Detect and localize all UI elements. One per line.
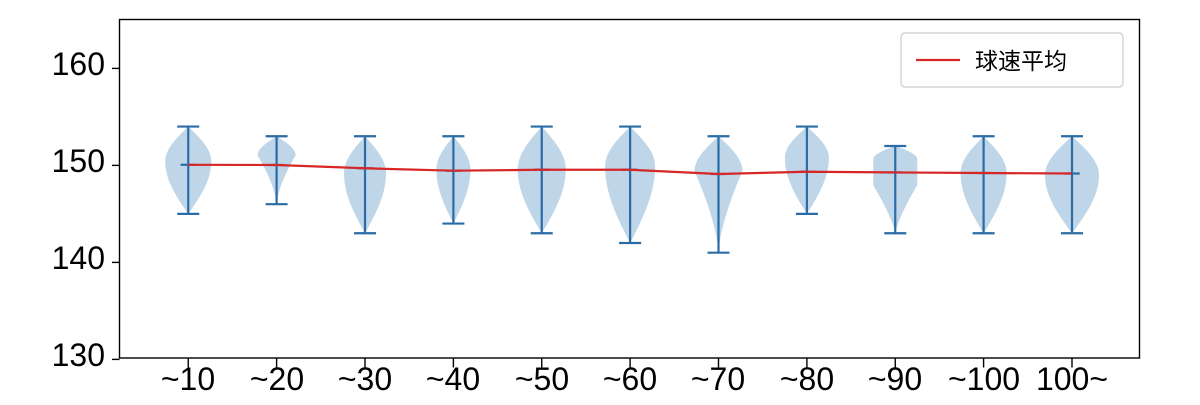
svg-text:140: 140	[52, 240, 105, 276]
svg-text:~10: ~10	[161, 361, 215, 397]
svg-text:100~: 100~	[1036, 361, 1108, 397]
svg-text:~60: ~60	[603, 361, 657, 397]
svg-text:~30: ~30	[338, 361, 392, 397]
svg-text:160: 160	[52, 46, 105, 82]
svg-text:~50: ~50	[515, 361, 569, 397]
svg-text:130: 130	[52, 337, 105, 373]
svg-text:150: 150	[52, 143, 105, 179]
svg-text:~90: ~90	[868, 361, 922, 397]
svg-text:~40: ~40	[426, 361, 480, 397]
svg-text:~20: ~20	[250, 361, 304, 397]
svg-text:~70: ~70	[691, 361, 745, 397]
svg-text:球速平均: 球速平均	[975, 48, 1067, 74]
svg-text:~80: ~80	[780, 361, 834, 397]
svg-text:~100: ~100	[948, 361, 1020, 397]
